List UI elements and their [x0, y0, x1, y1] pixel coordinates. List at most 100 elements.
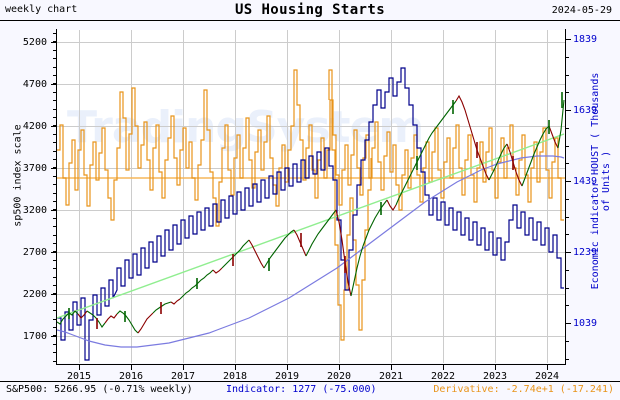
- left-axis-minor-tick: [53, 33, 56, 34]
- right-axis-minor-tick: [566, 305, 569, 306]
- left-axis-minor-tick: [53, 285, 56, 286]
- left-axis-minor-tick: [53, 335, 56, 336]
- chart-date: 2024-05-29: [551, 5, 612, 16]
- left-axis-minor-tick: [53, 67, 56, 68]
- x-axis-label: 2020: [326, 371, 352, 382]
- x-axis-tick: [391, 365, 392, 370]
- left-axis-tick: [51, 84, 56, 85]
- right-axis-minor-tick: [566, 288, 569, 289]
- gridline-v: [131, 30, 132, 363]
- footer-divider: [0, 381, 620, 382]
- derivative-status: Derivative: -2.74e+1 (-17.241): [433, 384, 614, 395]
- left-axis-tick: [51, 336, 56, 337]
- left-axis-minor-tick: [53, 58, 56, 59]
- gridline-v: [235, 30, 236, 363]
- indicator-series: [57, 67, 564, 361]
- x-axis-label: 2023: [482, 371, 508, 382]
- right-axis-label: 1639: [573, 105, 598, 116]
- price-candlesticks: [57, 94, 565, 334]
- right-axis-minor-tick: [566, 128, 569, 129]
- gridline-h: [57, 252, 565, 253]
- left-axis-minor-tick: [53, 235, 56, 236]
- right-axis-minor-tick: [566, 199, 569, 200]
- left-axis-minor-tick: [53, 319, 56, 320]
- chart-header: weekly chart US Housing Starts 2024-05-2…: [0, 0, 620, 22]
- gridline-h: [57, 42, 565, 43]
- x-axis-label: 2017: [170, 371, 196, 382]
- left-axis-label: 1700: [22, 331, 47, 342]
- gridline-v: [287, 30, 288, 363]
- left-axis-minor-tick: [53, 209, 56, 210]
- right-axis-label: 1839: [573, 34, 598, 45]
- left-axis-minor-tick: [53, 327, 56, 328]
- x-axis-tick: [235, 365, 236, 370]
- left-axis-minor-tick: [53, 167, 56, 168]
- x-axis-tick: [547, 365, 548, 370]
- left-axis-line: [56, 29, 57, 365]
- left-axis-tick: [51, 168, 56, 169]
- chart-type-label: weekly chart: [5, 4, 78, 15]
- left-axis-minor-tick: [53, 268, 56, 269]
- plot-area: TradingSystem: [57, 30, 565, 363]
- left-axis-tick: [51, 294, 56, 295]
- left-axis-label: 3200: [22, 205, 47, 216]
- left-axis-minor-tick: [53, 310, 56, 311]
- x-axis-tick: [339, 365, 340, 370]
- x-axis-tick: [443, 365, 444, 370]
- left-axis-minor-tick: [53, 193, 56, 194]
- gridline-v: [79, 30, 80, 363]
- right-axis-label: 1039: [573, 318, 598, 329]
- left-axis-label: 3700: [22, 163, 47, 174]
- x-axis-label: 2024: [534, 371, 560, 382]
- right-axis-line: [565, 29, 566, 365]
- x-axis-label: 2015: [66, 371, 92, 382]
- left-axis-label: 2200: [22, 289, 47, 300]
- left-axis-minor-tick: [53, 50, 56, 51]
- right-axis-minor-tick: [566, 92, 569, 93]
- left-axis-minor-tick: [53, 361, 56, 362]
- gridline-v: [547, 30, 548, 363]
- right-axis-minor-tick: [566, 181, 569, 182]
- left-axis-minor-tick: [53, 41, 56, 42]
- left-axis-minor-tick: [53, 344, 56, 345]
- left-axis-minor-tick: [53, 92, 56, 93]
- x-axis-label: 2019: [274, 371, 300, 382]
- trend-series: [57, 133, 565, 319]
- left-axis-minor-tick: [53, 293, 56, 294]
- left-axis-minor-tick: [53, 251, 56, 252]
- left-axis-tick: [51, 210, 56, 211]
- left-axis-label: 4200: [22, 121, 47, 132]
- gridline-h: [57, 294, 565, 295]
- bottom-axis-line: [56, 364, 566, 365]
- smooth-series: [57, 155, 565, 348]
- right-axis-minor-tick: [566, 323, 569, 324]
- left-axis-minor-tick: [53, 243, 56, 244]
- left-axis-minor-tick: [53, 226, 56, 227]
- gridline-h: [57, 210, 565, 211]
- gridline-h: [57, 84, 565, 85]
- left-axis-minor-tick: [53, 83, 56, 84]
- header-divider: [0, 20, 620, 21]
- left-axis-label: 5200: [22, 37, 47, 48]
- left-axis-minor-tick: [53, 125, 56, 126]
- x-axis-label: 2018: [222, 371, 248, 382]
- x-axis-tick: [287, 365, 288, 370]
- left-axis-minor-tick: [53, 260, 56, 261]
- right-axis-minor-tick: [566, 75, 569, 76]
- left-axis-minor-tick: [53, 159, 56, 160]
- left-axis-minor-tick: [53, 201, 56, 202]
- derivative-spike-2020: [328, 69, 372, 341]
- left-axis-minor-tick: [53, 75, 56, 76]
- left-axis-minor-tick: [53, 142, 56, 143]
- right-axis-label: 1239: [573, 247, 598, 258]
- right-axis-minor-tick: [566, 341, 569, 342]
- left-axis-title: sp500 index scale: [12, 124, 24, 227]
- sp500-status: S&P500: 5266.95 (-0.71% weekly): [6, 384, 193, 395]
- left-axis-minor-tick: [53, 352, 56, 353]
- left-axis-minor-tick: [53, 151, 56, 152]
- left-axis-label: 4700: [22, 79, 47, 90]
- left-axis-label: 2700: [22, 247, 47, 258]
- right-axis-minor-tick: [566, 57, 569, 58]
- right-axis-minor-tick: [566, 163, 569, 164]
